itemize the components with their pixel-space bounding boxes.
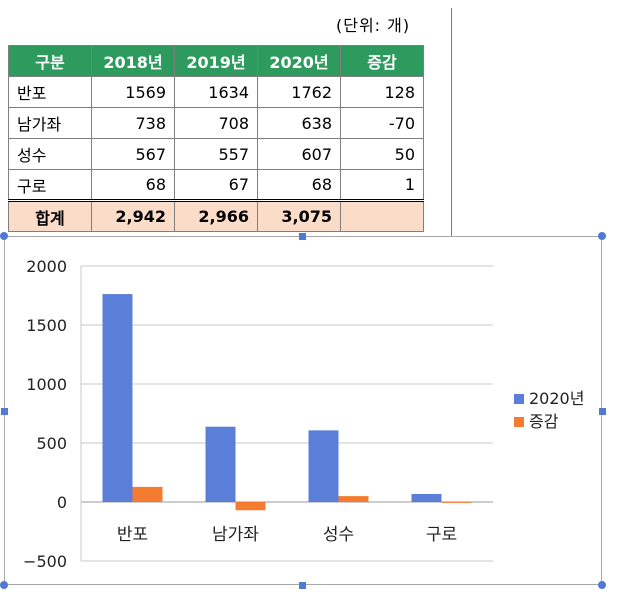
table-cell[interactable]: -70 xyxy=(340,107,424,139)
legend-swatch xyxy=(514,417,524,427)
total-cell[interactable]: 2,942 xyxy=(91,200,175,232)
header-cell[interactable]: 2018년 xyxy=(91,45,175,77)
total-cell[interactable]: 3,075 xyxy=(257,200,341,232)
table-cell[interactable]: 128 xyxy=(340,76,424,108)
bar-change xyxy=(235,502,266,511)
total-cell[interactable] xyxy=(340,200,424,232)
header-cell[interactable]: 증감 xyxy=(340,45,424,77)
table-cell[interactable]: 738 xyxy=(91,107,175,139)
bar-change xyxy=(441,501,472,503)
bar-2020 xyxy=(308,430,339,502)
legend-label: 증감 xyxy=(529,412,559,431)
table-row: 남가좌 738 708 638 -70 xyxy=(8,107,424,139)
resize-handle-bottom-right[interactable] xyxy=(598,581,606,589)
table-row: 구로 68 67 68 1 xyxy=(8,169,424,202)
table-cell[interactable]: 708 xyxy=(174,107,258,139)
y-tick-label: 1500 xyxy=(26,316,67,335)
table-row: 성수 567 557 607 50 xyxy=(8,138,424,170)
bar-change xyxy=(338,496,369,502)
bar-change xyxy=(132,486,163,502)
legend-swatch xyxy=(514,394,524,404)
table-cell[interactable]: 성수 xyxy=(8,138,92,170)
table-cell[interactable]: 68 xyxy=(257,169,341,202)
resize-handle-bottom[interactable] xyxy=(299,582,306,589)
unit-label: (단위: 개) xyxy=(336,16,411,35)
total-label-cell[interactable]: 합계 xyxy=(8,200,92,232)
bar-2020 xyxy=(205,426,236,502)
x-tick-label: 구로 xyxy=(426,525,457,545)
resize-handle-top-left[interactable] xyxy=(0,232,8,240)
y-tick-label: 0 xyxy=(57,493,67,512)
table-cell[interactable]: 567 xyxy=(91,138,175,170)
y-tick-label: 500 xyxy=(36,434,67,453)
resize-handle-right[interactable] xyxy=(599,408,606,415)
header-cell[interactable]: 구분 xyxy=(8,45,92,77)
table-cell[interactable]: 1 xyxy=(340,169,424,202)
bar-2020 xyxy=(102,294,133,502)
table-cell[interactable]: 1634 xyxy=(174,76,258,108)
y-tick-label: −500 xyxy=(23,552,67,571)
table-cell[interactable]: 1762 xyxy=(257,76,341,108)
table-cell[interactable]: 557 xyxy=(174,138,258,170)
data-table: 구분 2018년 2019년 2020년 증감 반포 1569 1634 176… xyxy=(8,45,424,232)
total-row: 합계 2,942 2,966 3,075 xyxy=(8,200,424,232)
table-cell[interactable]: 반포 xyxy=(8,76,92,108)
x-tick-label: 반포 xyxy=(117,525,148,545)
table-cell[interactable]: 50 xyxy=(340,138,424,170)
header-cell[interactable]: 2019년 xyxy=(174,45,258,77)
column-divider xyxy=(451,8,452,238)
table-cell[interactable]: 67 xyxy=(174,169,258,202)
table-cell[interactable]: 638 xyxy=(257,107,341,139)
header-cell[interactable]: 2020년 xyxy=(257,45,341,77)
resize-handle-bottom-left[interactable] xyxy=(0,581,8,589)
x-tick-label: 성수 xyxy=(323,525,354,545)
table-cell[interactable]: 구로 xyxy=(8,169,92,202)
y-tick-label: 2000 xyxy=(26,257,67,276)
x-tick-label: 남가좌 xyxy=(212,525,259,545)
table-cell[interactable]: 남가좌 xyxy=(8,107,92,139)
resize-handle-left[interactable] xyxy=(1,408,8,415)
table-header-row: 구분 2018년 2019년 2020년 증감 xyxy=(8,45,424,77)
bar-2020 xyxy=(411,493,442,502)
table-row: 반포 1569 1634 1762 128 xyxy=(8,76,424,108)
legend-label: 2020년 xyxy=(529,389,584,408)
table-cell[interactable]: 68 xyxy=(91,169,175,202)
resize-handle-top-right[interactable] xyxy=(598,232,606,240)
resize-handle-top[interactable] xyxy=(299,233,306,240)
total-cell[interactable]: 2,966 xyxy=(174,200,258,232)
table-cell[interactable]: 607 xyxy=(257,138,341,170)
y-tick-label: 1000 xyxy=(26,375,67,394)
table-cell[interactable]: 1569 xyxy=(91,76,175,108)
